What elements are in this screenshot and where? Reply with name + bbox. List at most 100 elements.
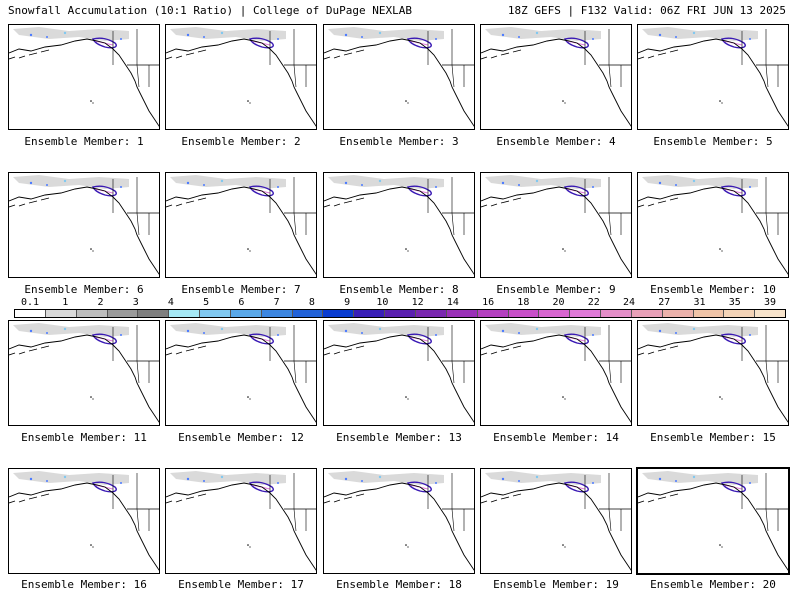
hawaii-island xyxy=(92,398,94,400)
hawaii-island xyxy=(719,396,721,398)
snow-dot xyxy=(592,38,594,40)
map-canvas xyxy=(9,27,159,127)
coastline xyxy=(638,38,788,127)
aleutian-islands xyxy=(324,493,365,504)
ensemble-member-panel[interactable] xyxy=(8,172,160,278)
ensemble-member-panel[interactable] xyxy=(8,320,160,426)
ensemble-member-panel[interactable] xyxy=(480,24,632,130)
colorbar-swatch xyxy=(662,310,694,317)
coastline xyxy=(9,482,159,571)
hawaii-island xyxy=(562,248,564,250)
hawaii-island xyxy=(249,546,251,548)
ensemble-member-panel[interactable] xyxy=(636,467,790,575)
ensemble-member-panel[interactable] xyxy=(165,320,317,426)
map-title: Snowfall Accumulation (10:1 Ratio) | Col… xyxy=(8,4,412,17)
colorbar-tick-label: 10 xyxy=(376,297,389,308)
ensemble-member-panel[interactable] xyxy=(323,320,475,426)
colorbar-swatch xyxy=(354,310,386,317)
map-canvas xyxy=(9,323,159,423)
hawaii-island xyxy=(405,396,407,398)
ensemble-member-panel[interactable] xyxy=(8,24,160,130)
hawaii-island xyxy=(90,100,92,102)
state-borders xyxy=(112,177,150,236)
coastline xyxy=(9,186,159,275)
snow-dot xyxy=(749,334,751,336)
ensemble-member-panel[interactable] xyxy=(480,172,632,278)
ensemble-member-label: Ensemble Member: 3 xyxy=(339,135,459,148)
snow-dot xyxy=(29,329,33,333)
snow-dot xyxy=(535,327,539,331)
snow-dot xyxy=(435,186,437,188)
snow-dot xyxy=(120,482,122,484)
ensemble-member-label: Ensemble Member: 18 xyxy=(336,578,462,591)
hawaii-island xyxy=(90,396,92,398)
colorbar-tick-label: 0.1 xyxy=(20,297,40,308)
state-borders xyxy=(269,473,307,532)
coastline xyxy=(324,334,474,423)
colorbar-tick-label: 7 xyxy=(273,297,280,308)
ensemble-member-panel[interactable] xyxy=(8,468,160,574)
colorbar-tick-label: 6 xyxy=(238,297,245,308)
colorbar-tick-label: 8 xyxy=(308,297,315,308)
aleutian-islands xyxy=(324,345,365,356)
heavy-snow-contour xyxy=(406,333,432,345)
snow-dot xyxy=(63,31,67,35)
ensemble-member-panel[interactable] xyxy=(480,320,632,426)
ensemble-member-panel[interactable] xyxy=(323,172,475,278)
ensemble-member-label: Ensemble Member: 10 xyxy=(650,283,776,296)
ensemble-member-label: Ensemble Member: 13 xyxy=(336,431,462,444)
ensemble-member-panel[interactable] xyxy=(165,172,317,278)
snow-dot xyxy=(203,480,205,482)
hawaii-island xyxy=(247,396,249,398)
state-borders xyxy=(741,473,779,532)
ensemble-member-label: Ensemble Member: 2 xyxy=(181,135,301,148)
snow-dot xyxy=(518,480,520,482)
snow-dot xyxy=(120,38,122,40)
ensemble-member-panel[interactable] xyxy=(637,24,789,130)
colorbar-tick-label: 24 xyxy=(623,297,636,308)
colorbar-swatch xyxy=(631,310,663,317)
aleutian-islands xyxy=(638,49,679,60)
ensemble-member-panel[interactable] xyxy=(165,468,317,574)
ensemble-member-panel[interactable] xyxy=(323,468,475,574)
aleutian-islands xyxy=(481,345,522,356)
snow-dot xyxy=(63,327,67,331)
aleutian-islands xyxy=(9,493,50,504)
heavy-snow-contour xyxy=(406,481,432,493)
hawaii-island xyxy=(407,546,409,548)
snow-dot xyxy=(120,334,122,336)
hawaii-island xyxy=(721,546,723,548)
ensemble-member-panel[interactable] xyxy=(480,468,632,574)
ensemble-member-label: Ensemble Member: 19 xyxy=(493,578,619,591)
snow-dot xyxy=(501,33,505,37)
ensemble-member-panel[interactable] xyxy=(323,24,475,130)
aleutian-islands xyxy=(481,49,522,60)
state-borders xyxy=(112,325,150,384)
coastline xyxy=(638,334,788,423)
state-borders xyxy=(269,177,307,236)
map-canvas xyxy=(481,471,631,571)
ensemble-member-panel[interactable] xyxy=(637,320,789,426)
hawaii-island xyxy=(247,248,249,250)
coastline xyxy=(9,38,159,127)
colorbar xyxy=(14,309,786,318)
colorbar-swatch xyxy=(693,310,725,317)
ensemble-member-panel[interactable] xyxy=(165,24,317,130)
ensemble-member-label: Ensemble Member: 15 xyxy=(650,431,776,444)
ensemble-member-label: Ensemble Member: 9 xyxy=(496,283,616,296)
aleutian-islands xyxy=(481,197,522,208)
heavy-snow-contour xyxy=(91,185,117,197)
colorbar-tick-label: 5 xyxy=(203,297,210,308)
hawaii-island xyxy=(247,544,249,546)
snow-dot xyxy=(186,477,190,481)
colorbar-swatch xyxy=(415,310,447,317)
snow-dot xyxy=(46,332,48,334)
snow-dot xyxy=(29,33,33,37)
colorbar-swatch xyxy=(200,310,231,317)
aleutian-islands xyxy=(481,493,522,504)
snow-dot xyxy=(220,475,224,479)
state-borders xyxy=(741,177,779,236)
snow-dot xyxy=(203,332,205,334)
heavy-snow-contour xyxy=(563,185,589,197)
ensemble-member-panel[interactable] xyxy=(637,172,789,278)
